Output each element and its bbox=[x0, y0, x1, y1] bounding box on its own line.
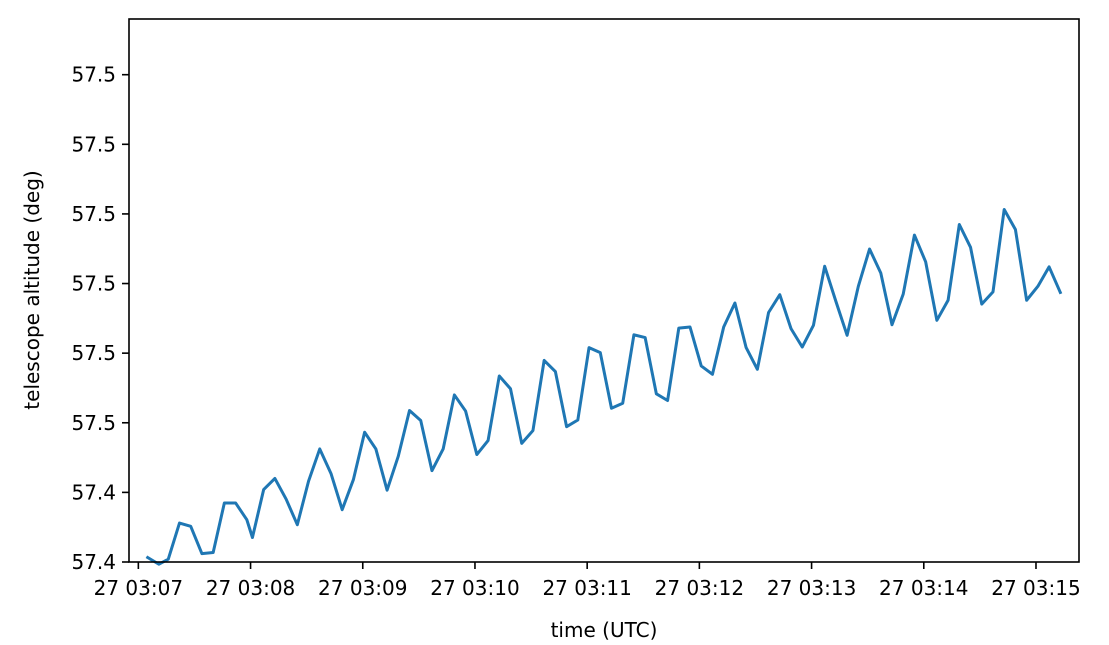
y-tick-label: 57.4 bbox=[71, 480, 116, 504]
y-tick-label: 57.5 bbox=[71, 411, 116, 435]
x-tick-label: 27 03:13 bbox=[767, 576, 856, 600]
x-tick-label: 27 03:07 bbox=[94, 576, 183, 600]
y-axis: 57.4 57.4 57.5 57.5 57.5 57.5 57.5 57.5 bbox=[71, 63, 129, 574]
y-tick-label: 57.5 bbox=[71, 132, 116, 156]
y-axis-label: telescope altitude (deg) bbox=[20, 170, 44, 409]
y-tick-label: 57.5 bbox=[71, 272, 116, 296]
x-tick-label: 27 03:11 bbox=[542, 576, 631, 600]
x-tick-label: 27 03:14 bbox=[879, 576, 968, 600]
y-tick-label: 57.5 bbox=[71, 341, 116, 365]
y-tick-label: 57.5 bbox=[71, 63, 116, 87]
y-tick-label: 57.4 bbox=[71, 550, 116, 574]
x-axis: 27 03:07 27 03:08 27 03:09 27 03:10 27 03:11… bbox=[94, 562, 1081, 600]
x-tick-label: 27 03:08 bbox=[206, 576, 295, 600]
x-tick-label: 27 03:12 bbox=[655, 576, 744, 600]
x-axis-label: time (UTC) bbox=[551, 618, 658, 642]
plot-frame bbox=[128, 18, 1080, 563]
x-tick-label: 27 03:10 bbox=[430, 576, 519, 600]
y-tick-label: 57.5 bbox=[71, 202, 116, 226]
x-tick-label: 27 03:15 bbox=[991, 576, 1080, 600]
series-line bbox=[145, 207, 1063, 566]
x-tick-label: 27 03:09 bbox=[318, 576, 407, 600]
